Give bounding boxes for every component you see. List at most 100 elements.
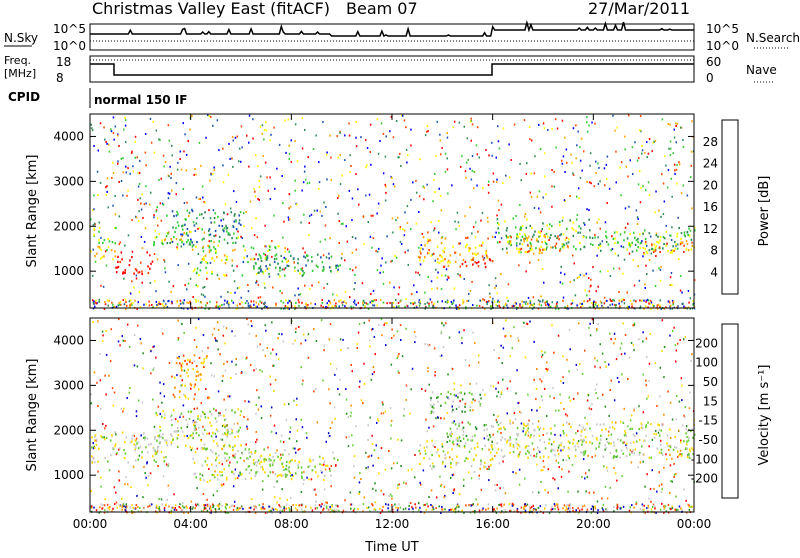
scatter-cell bbox=[113, 116, 115, 118]
scatter-cell bbox=[100, 477, 102, 479]
scatter-cell bbox=[484, 437, 486, 439]
scatter-cell bbox=[404, 230, 406, 232]
scatter-cell bbox=[276, 449, 278, 451]
band-cell bbox=[477, 446, 479, 448]
band-cell bbox=[297, 258, 299, 260]
scatter-cell bbox=[161, 178, 163, 180]
scatter-cell bbox=[145, 227, 147, 229]
scatter-cell bbox=[578, 197, 580, 199]
scatter-cell bbox=[112, 162, 114, 164]
scatter-cell bbox=[129, 392, 131, 394]
scatter-cell bbox=[216, 490, 218, 492]
scatter-cell bbox=[361, 399, 363, 401]
band-cell bbox=[196, 241, 198, 243]
scatter-cell bbox=[513, 326, 515, 328]
scatter-cell bbox=[572, 172, 574, 174]
band-cell bbox=[193, 458, 195, 460]
band-cell bbox=[565, 239, 567, 241]
scatter-cell bbox=[105, 141, 107, 143]
scatter-cell bbox=[259, 180, 261, 182]
scatter-cell bbox=[630, 442, 632, 444]
scatter-cell bbox=[341, 223, 343, 225]
scatter-cell bbox=[336, 368, 338, 370]
clutter-cell bbox=[280, 510, 282, 512]
band-cell bbox=[442, 462, 444, 464]
scatter-cell bbox=[385, 411, 387, 413]
scatter-cell bbox=[267, 347, 269, 349]
scatter-cell bbox=[313, 390, 315, 392]
band-cell bbox=[431, 454, 433, 456]
scatter-cell bbox=[690, 230, 692, 232]
scatter-cell bbox=[350, 405, 352, 407]
scatter-cell bbox=[451, 184, 453, 186]
scatter-cell bbox=[668, 123, 670, 125]
clutter-cell bbox=[98, 301, 100, 303]
scatter-cell bbox=[218, 149, 220, 151]
scatter-cell bbox=[160, 303, 162, 305]
scatter-cell bbox=[597, 360, 599, 362]
scatter-cell bbox=[447, 132, 449, 134]
band-cell bbox=[115, 267, 117, 269]
scatter-cell bbox=[219, 278, 221, 280]
band-cell bbox=[543, 456, 545, 458]
scatter-cell bbox=[189, 418, 191, 420]
scatter-cell bbox=[671, 196, 673, 198]
clutter-cell bbox=[657, 305, 659, 307]
band-cell bbox=[112, 447, 114, 449]
scatter-cell bbox=[503, 328, 505, 330]
scatter-cell bbox=[674, 173, 676, 175]
band-cell bbox=[132, 434, 134, 436]
scatter-cell bbox=[420, 263, 422, 265]
clutter-cell bbox=[572, 300, 574, 302]
band-cell bbox=[542, 228, 544, 230]
scatter-cell bbox=[673, 327, 675, 329]
scatter-cell bbox=[487, 238, 489, 240]
scatter-cell bbox=[596, 424, 598, 426]
band-cell bbox=[176, 211, 178, 213]
clutter-cell bbox=[435, 507, 437, 509]
band-cell bbox=[493, 426, 495, 428]
scatter-cell bbox=[385, 469, 387, 471]
clutter-cell bbox=[412, 508, 414, 510]
beam-label: Beam 07 bbox=[346, 0, 418, 18]
scatter-cell bbox=[488, 184, 490, 186]
band-cell bbox=[269, 464, 271, 466]
scatter-cell bbox=[580, 274, 582, 276]
scatter-cell bbox=[688, 290, 690, 292]
scatter-cell bbox=[235, 137, 237, 139]
scatter-cell bbox=[524, 478, 526, 480]
scatter-cell bbox=[591, 408, 593, 410]
clutter-cell bbox=[268, 506, 270, 508]
band-cell bbox=[581, 444, 583, 446]
scatter-cell bbox=[591, 403, 593, 405]
band-cell bbox=[161, 436, 163, 438]
scatter-cell bbox=[271, 240, 273, 242]
scatter-cell bbox=[534, 155, 536, 157]
scatter-cell bbox=[233, 140, 235, 142]
clutter-cell bbox=[156, 301, 158, 303]
scatter-cell bbox=[410, 228, 412, 230]
scatter-cell bbox=[117, 160, 119, 162]
scatter-cell bbox=[644, 283, 646, 285]
scatter-cell bbox=[663, 467, 665, 469]
scatter-cell bbox=[447, 168, 449, 170]
band-cell bbox=[680, 243, 682, 245]
scatter-cell bbox=[508, 143, 510, 145]
band-cell bbox=[418, 256, 420, 258]
band-cell bbox=[335, 267, 337, 269]
band-cell bbox=[154, 438, 156, 440]
clutter-cell bbox=[472, 304, 474, 306]
scatter-cell bbox=[621, 353, 623, 355]
clutter-cell bbox=[174, 509, 176, 511]
scatter-cell bbox=[148, 484, 150, 486]
band-cell bbox=[187, 228, 189, 230]
band-cell bbox=[673, 449, 675, 451]
clutter-cell bbox=[587, 300, 589, 302]
scatter-cell bbox=[610, 487, 612, 489]
clutter-cell bbox=[432, 509, 434, 511]
band-cell bbox=[635, 448, 637, 450]
ytick-label: 3000 bbox=[53, 174, 84, 188]
scatter-cell bbox=[615, 422, 617, 424]
scatter-cell bbox=[551, 324, 553, 326]
band-cell bbox=[617, 241, 619, 243]
